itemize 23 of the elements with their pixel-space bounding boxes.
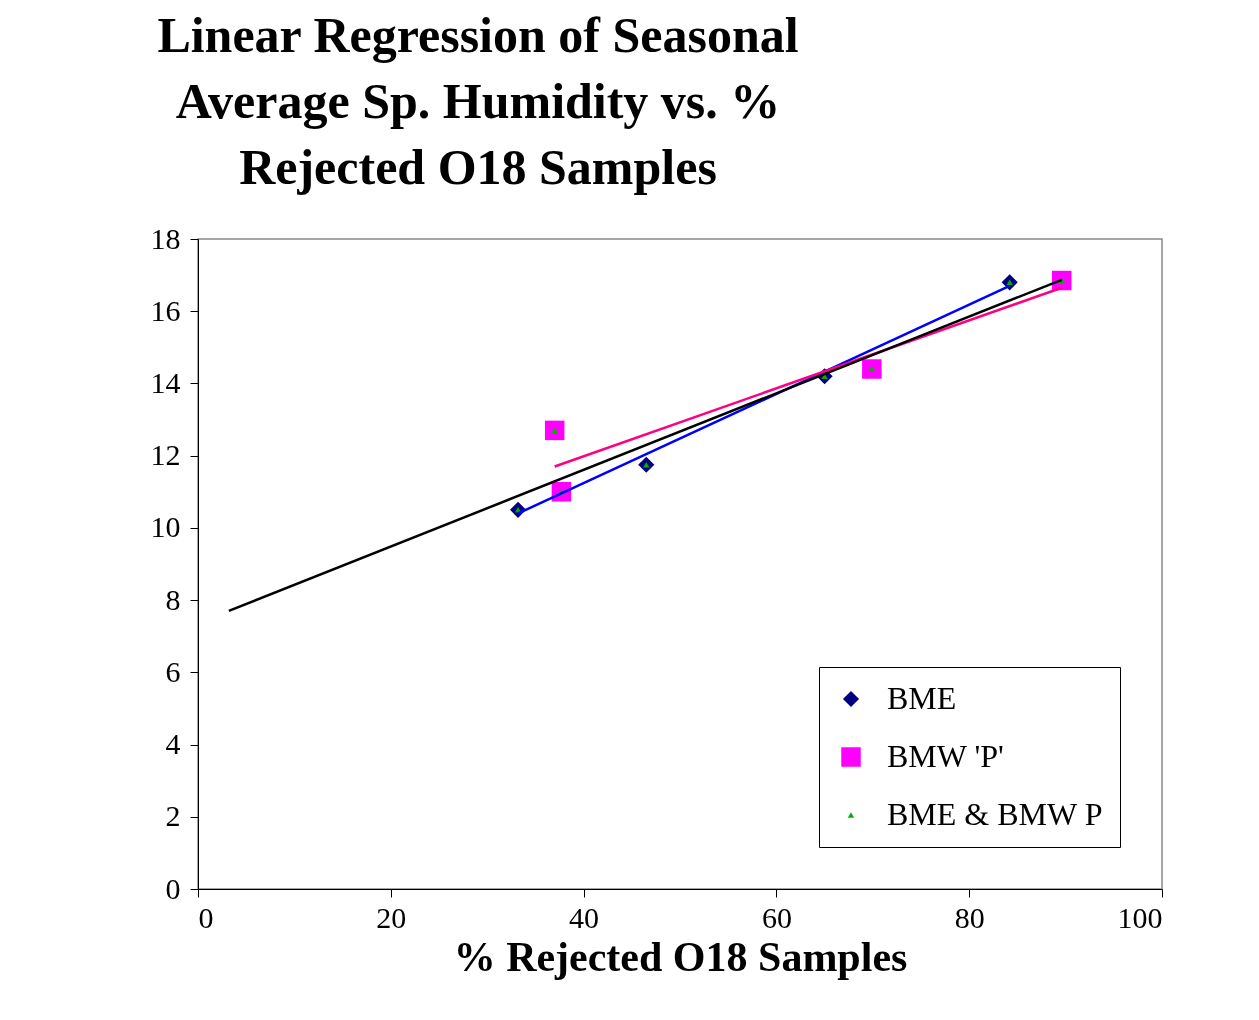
y-tick-label: 0 xyxy=(165,871,181,905)
y-tick-label: 2 xyxy=(165,799,181,833)
x-tick-label: 100 xyxy=(1117,900,1163,934)
legend-label: BME xyxy=(887,680,957,716)
y-tick-label: 18 xyxy=(150,221,181,255)
x-tick-label: 20 xyxy=(376,900,407,934)
y-tick-label: 6 xyxy=(165,654,181,688)
y-tick-label: 12 xyxy=(150,438,181,472)
x-axis-title: % Rejected O18 Samples xyxy=(453,933,908,980)
x-tick-label: 40 xyxy=(569,900,600,934)
y-tick-label: 10 xyxy=(150,510,181,544)
legend-label: BME & BMW P xyxy=(887,796,1103,832)
text: Rejected O18 Samples xyxy=(239,139,717,195)
text: Linear Regression of Seasonal xyxy=(157,7,799,63)
legend-label: BMW 'P' xyxy=(887,738,1004,774)
y-tick-label: 14 xyxy=(150,365,181,399)
x-tick-label: 0 xyxy=(198,900,214,934)
y-tick-label: 8 xyxy=(165,582,181,616)
y-tick-label: 4 xyxy=(165,727,181,761)
x-tick-label: 60 xyxy=(761,900,792,934)
text: Average Sp. Humidity vs. % xyxy=(175,73,781,129)
y-tick-label: 16 xyxy=(150,293,181,327)
x-tick-label: 80 xyxy=(954,900,985,934)
